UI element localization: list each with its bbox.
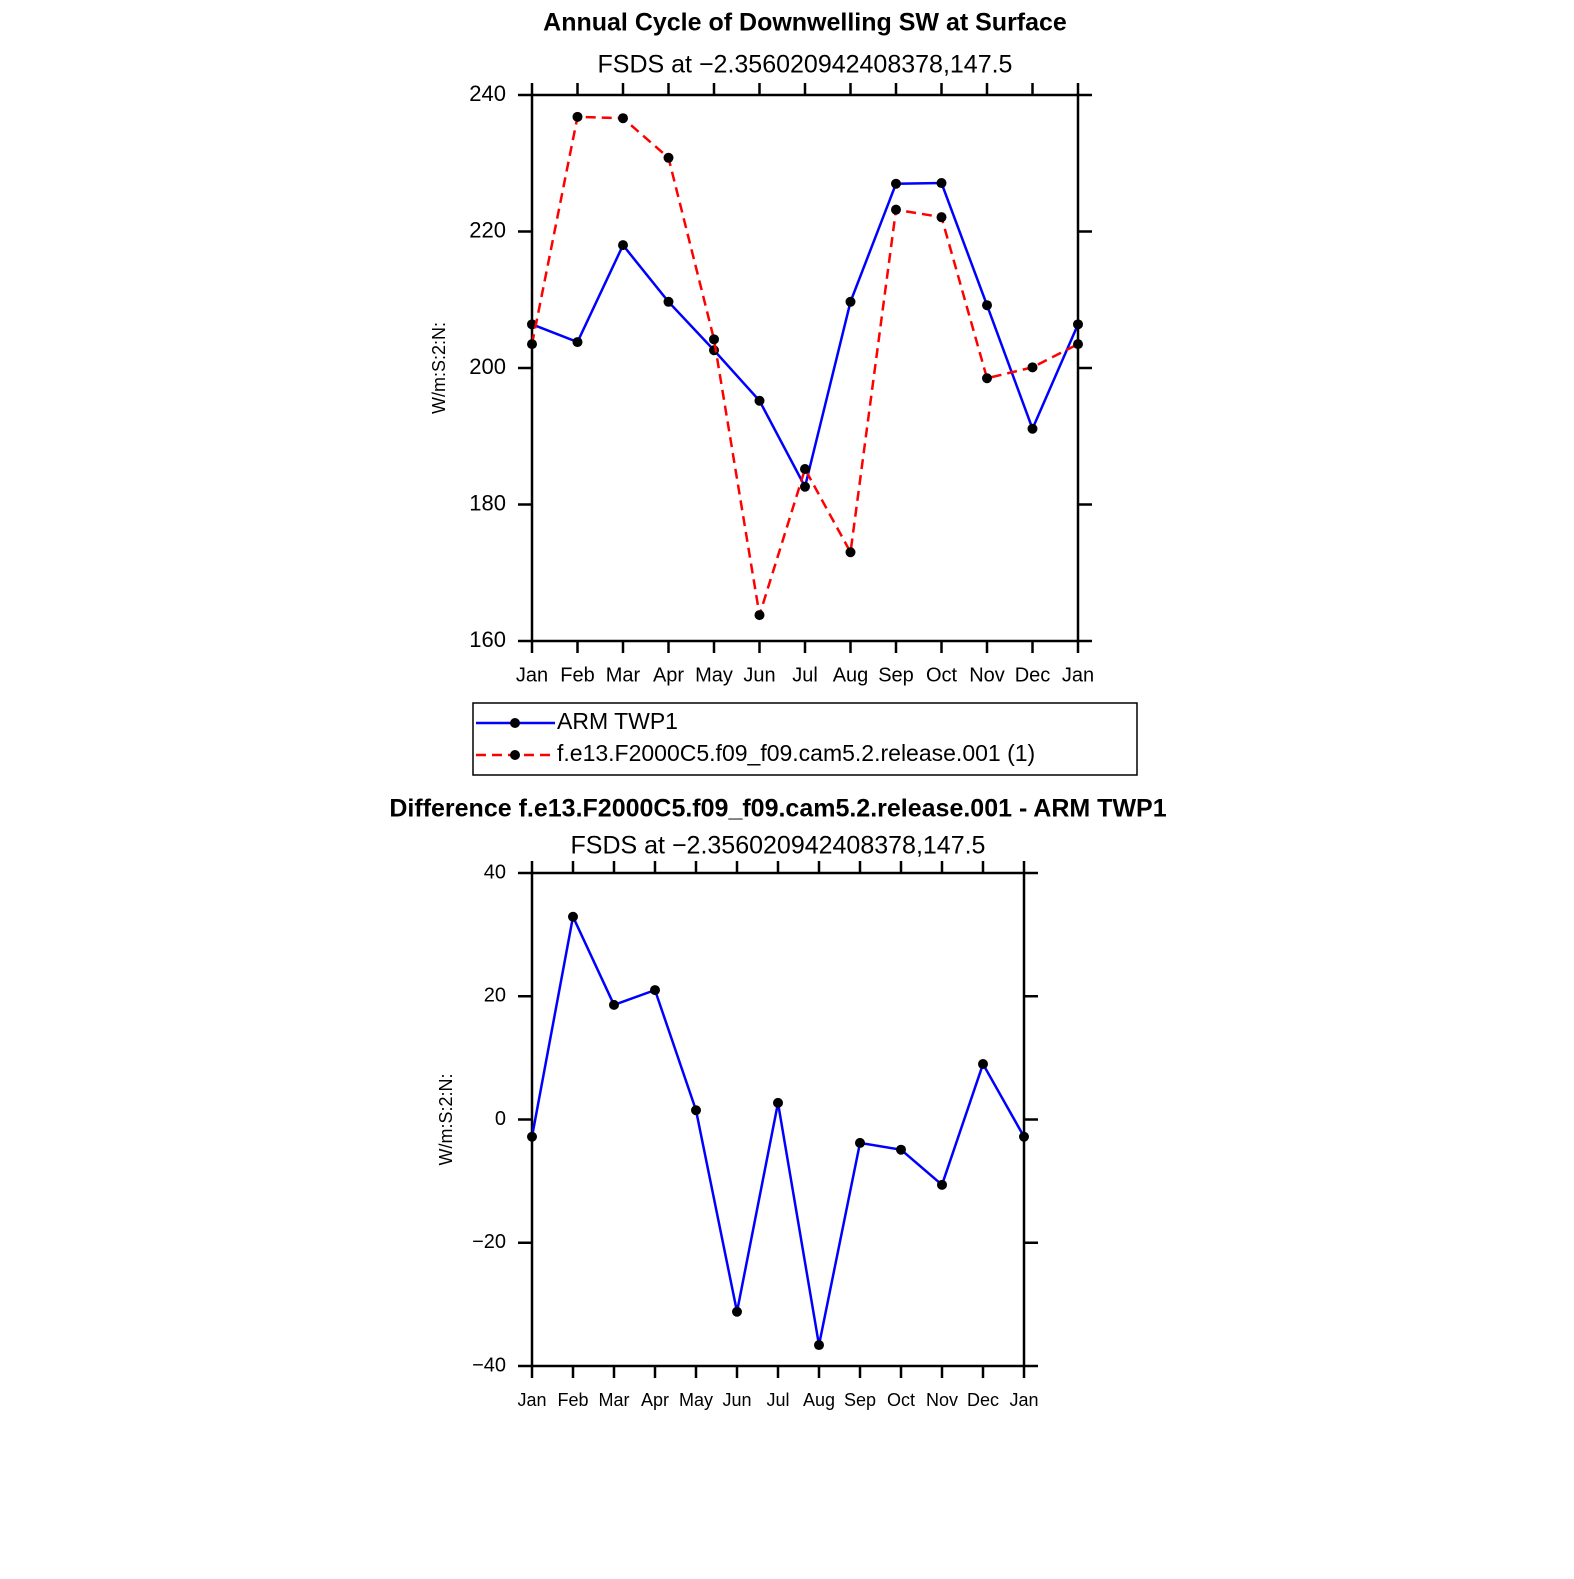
point	[896, 1144, 906, 1155]
point	[814, 1340, 824, 1351]
y-axis-label: W/m:S:2:N:	[429, 322, 449, 414]
y-tick-label: −20	[472, 1231, 506, 1253]
point	[1027, 362, 1038, 373]
point	[663, 296, 674, 307]
y-tick-label: 200	[469, 354, 506, 379]
x-tick-label: Mar	[599, 1390, 630, 1410]
point	[1019, 1131, 1029, 1142]
point	[978, 1059, 988, 1070]
x-tick-label: Jun	[722, 1390, 751, 1410]
point	[618, 113, 628, 124]
y-tick-label: 0	[495, 1108, 506, 1130]
x-tick-label: Jun	[743, 664, 775, 686]
point	[709, 334, 719, 345]
y-tick-label: 160	[469, 627, 506, 652]
x-tick-label: Mar	[606, 664, 641, 686]
point	[691, 1105, 701, 1116]
y-tick-label: 220	[469, 217, 506, 242]
x-tick-label: Jul	[792, 664, 818, 686]
y-tick-label: 240	[469, 81, 506, 106]
x-tick-label: Apr	[641, 1390, 669, 1410]
x-tick-label: Jan	[1062, 664, 1094, 686]
point	[650, 985, 660, 996]
x-tick-label: Jan	[517, 1390, 546, 1410]
point	[845, 296, 856, 307]
point	[663, 152, 674, 163]
x-tick-label: Nov	[926, 1390, 958, 1410]
x-tick-label: Sep	[844, 1390, 876, 1410]
x-tick-label: Jan	[1009, 1390, 1038, 1410]
x-tick-label: Feb	[557, 1390, 588, 1410]
point	[568, 911, 578, 922]
chart-subtitle: FSDS at −2.356020942408378,147.5	[571, 832, 986, 860]
x-tick-label: Jan	[516, 664, 548, 686]
x-tick-label: Oct	[887, 1390, 915, 1410]
point	[572, 337, 583, 348]
legend-box	[472, 702, 1138, 776]
legend-label: f.e13.F2000C5.f09_f09.cam5.2.release.001…	[557, 740, 1035, 766]
x-tick-label: Feb	[560, 664, 594, 686]
point	[800, 464, 810, 475]
point	[618, 240, 628, 251]
point	[936, 212, 947, 223]
point	[936, 178, 947, 189]
x-tick-label: May	[695, 664, 733, 686]
chart-title: Difference f.e13.F2000C5.f09_f09.cam5.2.…	[389, 795, 1166, 823]
point	[754, 395, 765, 406]
point	[891, 204, 901, 215]
point	[1073, 339, 1083, 350]
y-tick-label: 20	[484, 985, 506, 1007]
point	[845, 547, 856, 558]
chart-subtitle: FSDS at −2.356020942408378,147.5	[598, 51, 1013, 79]
point	[754, 610, 765, 621]
x-tick-label: May	[679, 1390, 713, 1410]
y-axis-label: W/m:S:2:N:	[436, 1073, 456, 1165]
point	[982, 373, 992, 384]
point	[1027, 423, 1038, 434]
x-tick-label: Aug	[803, 1390, 835, 1410]
x-tick-label: Aug	[833, 664, 869, 686]
point	[982, 300, 992, 311]
x-tick-label: Dec	[1015, 664, 1051, 686]
point	[891, 178, 901, 189]
x-tick-label: Dec	[967, 1390, 999, 1410]
y-tick-label: 180	[469, 490, 506, 515]
point	[609, 999, 619, 1010]
legend-dot	[510, 750, 520, 760]
y-tick-label: 40	[484, 861, 506, 883]
point	[855, 1137, 865, 1148]
x-tick-label: Apr	[653, 664, 684, 686]
point	[773, 1097, 783, 1108]
point	[937, 1179, 947, 1190]
point	[732, 1306, 742, 1317]
x-tick-label: Sep	[878, 664, 914, 686]
point	[572, 111, 583, 122]
point	[1073, 319, 1083, 330]
x-tick-label: Oct	[926, 664, 958, 686]
legend-dot	[510, 718, 520, 728]
legend-label: ARM TWP1	[557, 708, 678, 734]
point	[527, 339, 537, 350]
x-tick-label: Jul	[766, 1390, 789, 1410]
x-tick-label: Nov	[969, 664, 1005, 686]
point	[800, 481, 810, 492]
point	[527, 1131, 537, 1142]
chart-title: Annual Cycle of Downwelling SW at Surfac…	[543, 9, 1067, 37]
y-tick-label: −40	[472, 1354, 506, 1376]
